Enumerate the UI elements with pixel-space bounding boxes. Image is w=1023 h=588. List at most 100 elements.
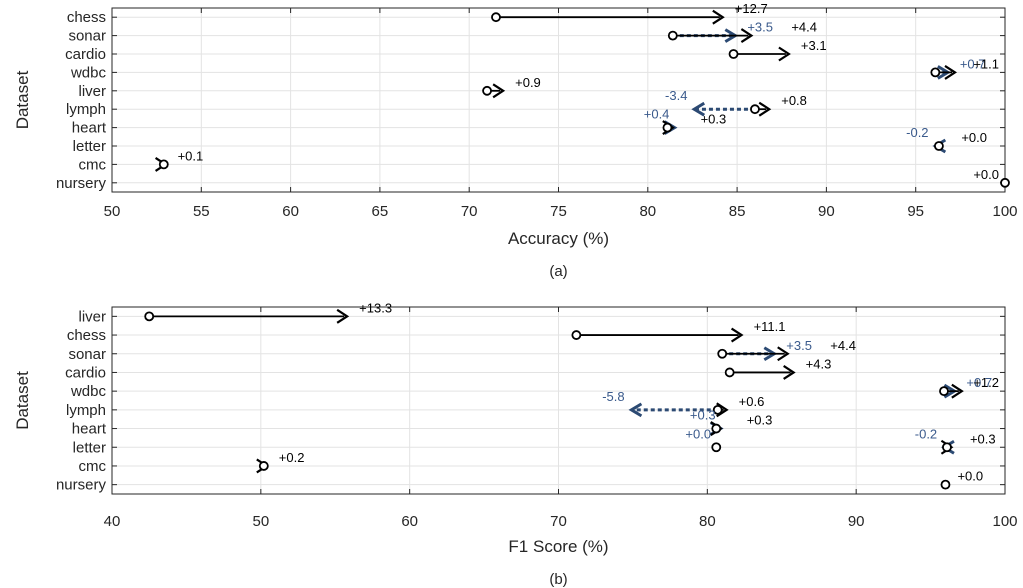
data-label: +1.2 xyxy=(973,375,999,390)
data-label: +0.8 xyxy=(781,93,807,108)
solid-arrow-head xyxy=(944,64,958,80)
start-marker xyxy=(724,367,735,378)
start-marker xyxy=(158,159,169,170)
dashed-arrow xyxy=(628,402,718,418)
data-label: +4.4 xyxy=(830,338,856,353)
x-tick-label: 55 xyxy=(193,203,210,220)
data-label: +11.1 xyxy=(754,319,786,334)
data-label: +13.3 xyxy=(359,300,392,315)
solid-arrow-head xyxy=(777,346,790,362)
solid-arrow-head xyxy=(336,308,350,324)
data-label: +4.4 xyxy=(791,20,817,35)
solid-arrow-head xyxy=(712,9,725,25)
y-tick-label: heart xyxy=(72,120,107,137)
solid-arrow-head xyxy=(740,28,754,44)
data-label: +3.1 xyxy=(801,38,827,53)
start-marker xyxy=(258,461,269,471)
x-tick-label: 70 xyxy=(550,513,567,530)
y-tick-label: cardio xyxy=(65,46,106,63)
start-marker xyxy=(571,330,582,340)
y-tick-label: sonar xyxy=(68,28,106,45)
x-axis-label: F1 Score (%) xyxy=(508,537,608,556)
y-tick-label: lymph xyxy=(66,402,106,419)
data-label: +4.3 xyxy=(806,356,832,371)
data-label: +0.0 xyxy=(685,426,711,441)
y-tick-label: lymph xyxy=(66,101,106,118)
start-marker xyxy=(930,67,941,78)
x-tick-label: 100 xyxy=(992,203,1017,220)
start-marker xyxy=(482,85,492,96)
solid-arrow-head xyxy=(778,46,791,62)
data-label: +0.7 xyxy=(960,56,986,71)
x-tick-label: 85 xyxy=(729,203,746,220)
start-marker xyxy=(711,423,722,434)
start-marker xyxy=(662,122,673,133)
x-axis-label: Accuracy (%) xyxy=(508,229,609,248)
solid-arrow-head xyxy=(783,365,796,380)
x-tick-label: 100 xyxy=(992,513,1017,530)
data-label: +0.6 xyxy=(739,394,765,409)
y-tick-label: wdbc xyxy=(70,64,107,81)
data-label: +0.0 xyxy=(973,167,999,182)
data-label: +3.5 xyxy=(747,20,773,35)
y-tick-label: liver xyxy=(78,308,106,325)
y-axis-label: Dataset xyxy=(13,70,32,129)
x-tick-label: 60 xyxy=(282,203,299,220)
x-tick-label: 60 xyxy=(401,513,418,530)
x-tick-label: 80 xyxy=(699,513,716,530)
x-tick-label: 90 xyxy=(848,513,865,530)
data-label: +3.5 xyxy=(786,338,812,353)
data-label: +0.0 xyxy=(961,130,987,145)
x-tick-label: 80 xyxy=(639,203,656,220)
y-tick-label: heart xyxy=(72,421,107,438)
start-marker xyxy=(717,348,728,359)
start-marker xyxy=(711,442,722,453)
solid-arrow-head xyxy=(758,101,772,117)
x-tick-label: 90 xyxy=(818,203,835,220)
data-label: +0.0 xyxy=(957,469,983,484)
x-tick-label: 65 xyxy=(372,203,389,220)
solid-arrow xyxy=(733,46,791,62)
data-label: -3.4 xyxy=(665,88,687,103)
data-label: -0.2 xyxy=(915,426,937,441)
y-tick-label: letter xyxy=(73,138,106,155)
data-label: +0.3 xyxy=(690,408,716,423)
y-tick-label: sonar xyxy=(68,346,106,363)
data-label: +0.9 xyxy=(515,75,541,90)
chart-panel-1: 50 55 60 65 70 75 80 85 90 95 100 chess sonarcardiow… xyxy=(13,1,1018,280)
data-label: +0.2 xyxy=(279,450,305,465)
x-tick-label: 75 xyxy=(550,203,567,220)
y-axis-label: Dataset xyxy=(13,371,32,430)
y-tick-label: letter xyxy=(73,439,106,456)
y-tick-label: wdbc xyxy=(70,383,107,400)
start-marker xyxy=(491,12,501,23)
x-tick-label: 50 xyxy=(104,203,121,220)
panel-label: (a) xyxy=(549,263,567,280)
y-tick-label: cmc xyxy=(79,156,107,173)
solid-arrow xyxy=(149,308,350,324)
solid-arrow-head xyxy=(951,383,964,399)
start-marker xyxy=(939,386,949,397)
x-tick-label: 95 xyxy=(907,203,924,220)
x-tick-label: 70 xyxy=(461,203,478,220)
data-label: -5.8 xyxy=(602,389,624,404)
data-label: +0.7 xyxy=(966,375,992,390)
start-marker xyxy=(750,104,760,115)
solid-arrow xyxy=(729,365,796,380)
start-marker xyxy=(728,49,739,59)
data-label: +0.1 xyxy=(178,148,204,163)
y-tick-label: liver xyxy=(78,83,106,100)
start-marker xyxy=(1000,177,1010,188)
y-tick-label: nursery xyxy=(56,175,107,192)
x-tick-label: 50 xyxy=(252,513,269,530)
data-label: +1.1 xyxy=(973,56,999,71)
data-label: +0.4 xyxy=(644,107,670,122)
data-label: +0.3 xyxy=(701,112,727,127)
dashed-arrow-head xyxy=(628,402,643,418)
start-marker xyxy=(712,404,723,415)
solid-arrow xyxy=(576,327,744,343)
y-tick-label: nursery xyxy=(56,477,107,494)
start-marker xyxy=(942,442,952,453)
